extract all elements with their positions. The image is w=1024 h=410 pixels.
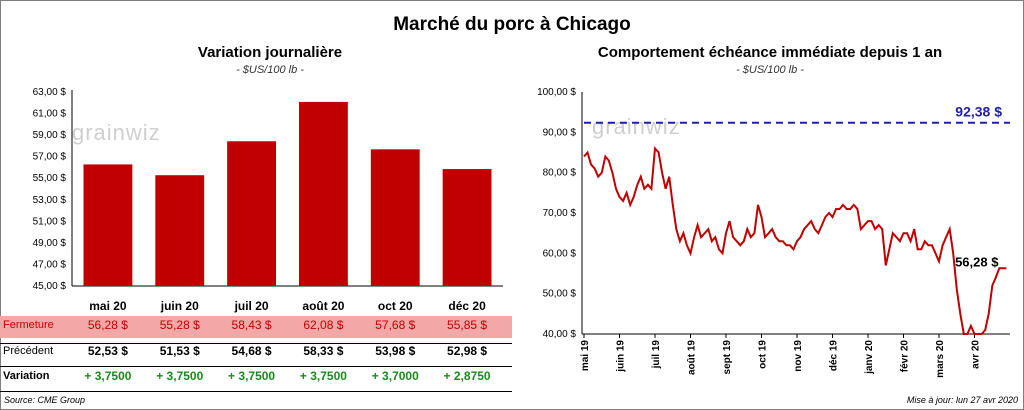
bar-y-tick-label: 63,00 $ bbox=[33, 87, 67, 98]
line-x-tick-label: avr 20 bbox=[971, 340, 982, 369]
table-cell: + 3,7500 bbox=[156, 369, 204, 383]
table-cell: 56,28 $ bbox=[87, 318, 128, 332]
bar-category-label: déc 20 bbox=[448, 299, 486, 313]
bar-y-tick-label: 55,00 $ bbox=[33, 173, 67, 184]
bar bbox=[442, 169, 492, 286]
bar-y-tick-label: 61,00 $ bbox=[33, 109, 67, 120]
price-series-line bbox=[583, 146, 1007, 335]
bar bbox=[298, 101, 348, 286]
bar-category-label: mai 20 bbox=[89, 299, 127, 313]
line-x-tick-label: févr 20 bbox=[900, 340, 911, 373]
source-note: Source: CME Group bbox=[4, 395, 86, 405]
table-cell: 52,98 $ bbox=[447, 344, 488, 358]
table-cell: 57,68 $ bbox=[375, 318, 416, 332]
table-divider bbox=[0, 391, 512, 392]
table-divider bbox=[0, 366, 512, 367]
table-cell: + 3,7500 bbox=[228, 369, 276, 383]
watermark: grainwiz bbox=[72, 120, 161, 145]
bar-category-label: août 20 bbox=[302, 299, 344, 313]
bar-chart-subtitle: - $US/100 lb - bbox=[236, 64, 304, 76]
table-cell: + 2,8750 bbox=[443, 369, 491, 383]
line-x-tick-label: juin 19 bbox=[616, 340, 627, 373]
line-chart-subtitle: - $US/100 lb - bbox=[736, 64, 804, 76]
line-y-tick-label: 70,00 $ bbox=[543, 208, 577, 219]
bar-y-tick-label: 51,00 $ bbox=[33, 216, 67, 227]
last-price-label: 56,28 $ bbox=[955, 254, 999, 269]
line-y-tick-label: 80,00 $ bbox=[543, 168, 577, 179]
bar bbox=[227, 141, 277, 286]
line-y-tick-label: 90,00 $ bbox=[543, 127, 577, 138]
table-cell: 54,68 $ bbox=[231, 344, 272, 358]
table-cell: 58,43 $ bbox=[231, 318, 272, 332]
table-cell: + 3,7500 bbox=[84, 369, 132, 383]
bar-y-tick-label: 53,00 $ bbox=[33, 195, 67, 206]
bar-category-label: juil 20 bbox=[234, 299, 269, 313]
bar-chart: grainwiz 45,00 $ 47,00 $ 49,00 $ 51,00 $ 53,… bbox=[33, 87, 503, 313]
table-row-label: Variation bbox=[3, 370, 50, 382]
bar-category-label: juin 20 bbox=[160, 299, 199, 313]
line-chart: grainwiz 40,00 $ 50,00 $ 60,00 $ 70,00 $ 80,… bbox=[537, 87, 1010, 378]
table-cell: 52,53 $ bbox=[87, 344, 128, 358]
page-title: Marché du porc à Chicago bbox=[393, 14, 631, 35]
bar-y-tick-label: 49,00 $ bbox=[33, 238, 67, 249]
line-y-tick-label: 40,00 $ bbox=[543, 329, 577, 340]
line-y-tick-label: 100,00 $ bbox=[537, 87, 576, 98]
line-x-tick-label: août 19 bbox=[687, 340, 698, 375]
bar-chart-title: Variation journalière bbox=[197, 44, 343, 61]
table-divider bbox=[0, 343, 512, 344]
bar-y-tick-label: 59,00 $ bbox=[33, 130, 67, 141]
table-cell: 62,08 $ bbox=[303, 318, 344, 332]
table-cell: 53,98 $ bbox=[375, 344, 416, 358]
table-cell: 51,53 $ bbox=[159, 344, 200, 358]
table-row-label: Fermeture bbox=[3, 319, 54, 331]
line-x-tick-label: nov 19 bbox=[793, 340, 804, 372]
update-note: Mise à jour: lun 27 avr 2020 bbox=[906, 395, 1018, 405]
table-cell: 55,85 $ bbox=[447, 318, 488, 332]
bar bbox=[83, 164, 133, 286]
table-cell: + 3,7500 bbox=[299, 369, 347, 383]
line-chart-title: Comportement échéance immédiate depuis 1… bbox=[597, 44, 943, 61]
line-x-tick-label: sept 19 bbox=[722, 340, 733, 375]
bar-y-tick-label: 45,00 $ bbox=[33, 281, 67, 292]
bar bbox=[370, 149, 420, 286]
watermark: grainwiz bbox=[592, 114, 681, 139]
line-x-tick-label: mai 19 bbox=[580, 340, 591, 372]
fermeture-row-background bbox=[0, 316, 512, 338]
table-row-label: Précédent bbox=[3, 345, 54, 357]
bar-y-tick-label: 47,00 $ bbox=[33, 259, 67, 270]
line-x-tick-label: mars 20 bbox=[935, 340, 946, 378]
bar-y-tick-label: 57,00 $ bbox=[33, 152, 67, 163]
table-cell: 58,33 $ bbox=[303, 344, 344, 358]
line-x-tick-label: juil 19 bbox=[651, 340, 662, 370]
line-y-tick-label: 60,00 $ bbox=[543, 248, 577, 259]
line-x-tick-label: déc 19 bbox=[829, 340, 840, 372]
line-x-tick-label: oct 19 bbox=[758, 340, 769, 369]
reference-value-label: 92,38 $ bbox=[955, 104, 1002, 120]
bar-category-label: oct 20 bbox=[378, 299, 413, 313]
line-x-tick-label: janv 20 bbox=[864, 340, 875, 375]
line-y-tick-label: 50,00 $ bbox=[543, 289, 577, 300]
table-cell: + 3,7000 bbox=[371, 369, 419, 383]
bar bbox=[155, 175, 205, 286]
table-cell: 55,28 $ bbox=[159, 318, 200, 332]
